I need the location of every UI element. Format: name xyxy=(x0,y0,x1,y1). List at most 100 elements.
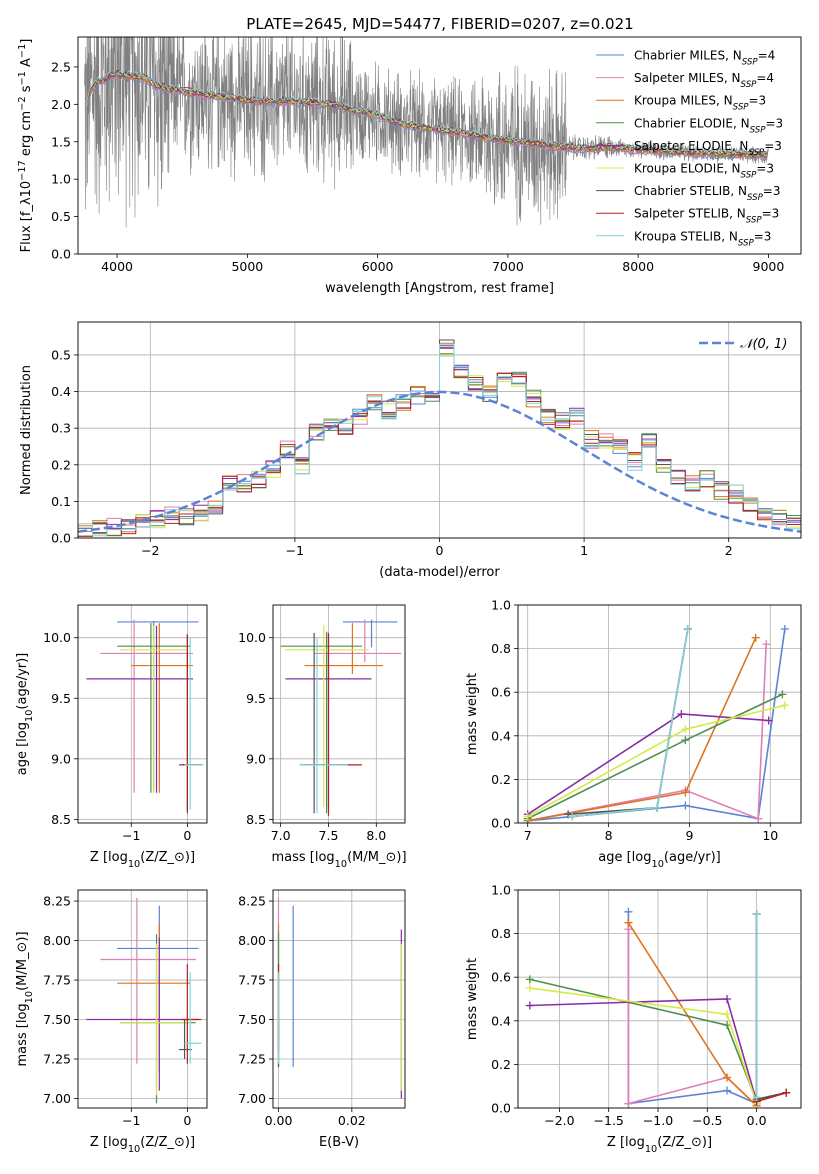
weight_vs_Z-point-marker xyxy=(723,995,732,1003)
age_vs_mass-ytick-label: 9.5 xyxy=(246,691,266,706)
weight_vs_Z-xlabel: Z [log10(Z/Z_⊙)] xyxy=(607,1135,712,1155)
weight_vs_Z-point-marker xyxy=(525,984,534,993)
spectrum-xtick-label: 7000 xyxy=(492,259,524,274)
weight_vs_age-ylabel: mass weight xyxy=(465,673,480,755)
spectrum-legend-label: Chabrier STELIB, NSSP=3 xyxy=(634,184,781,203)
mass_vs_ebv-plot-area xyxy=(277,897,402,1099)
weight_vs_age-point-marker xyxy=(681,801,690,810)
weight_vs_age-point-marker xyxy=(681,725,690,734)
residuals-xtick-label: −2 xyxy=(141,543,159,558)
age_vs_Z-xlabel: Z [log10(Z/Z_⊙)] xyxy=(90,850,195,870)
weight_vs_age-point-marker xyxy=(780,701,789,710)
mass_vs_ebv-ytick-label: 7.00 xyxy=(238,1091,266,1106)
spectrum-legend-label: Chabrier ELODIE, NSSP=3 xyxy=(634,116,783,135)
age_vs_Z-frame xyxy=(77,604,208,824)
residuals-ytick-label: 0.5 xyxy=(51,347,71,362)
weight_vs_age-point-marker xyxy=(523,812,532,821)
age_vs_mass-axes: 7.0 7.5 8.0 8.5 9.0 9.5 10.0 xyxy=(238,605,405,843)
spectrum-legend-label: Salpeter STELIB, NSSP=3 xyxy=(634,207,779,226)
spectrum-legend-label: Salpeter MILES, NSSP=4 xyxy=(634,71,774,90)
residuals-ytick-label: 0.1 xyxy=(51,494,71,509)
residuals-xlabel: (data-model)/error xyxy=(379,565,500,580)
weight_vs_age-axes: 7 8 9 10 0.0 0.2 0.4 0.6 0.8 1.0 xyxy=(491,598,801,843)
spectrum-axes: 4000 5000 6000 7000 8000 9000 0.0 0.5 1.0 1.5 2.0 2… xyxy=(51,59,784,274)
weight_vs_age-point-marker xyxy=(677,710,686,718)
spectrum-legend-label: Kroupa ELODIE, NSSP=3 xyxy=(634,162,774,181)
weight_vs_age-point-marker xyxy=(653,803,662,812)
weight_vs_Z-plot-area xyxy=(525,907,791,1108)
residuals-ylabel: Normed distribution xyxy=(19,365,34,495)
mass_vs_ebv-ytick-label: 7.50 xyxy=(238,1012,266,1027)
weight_vs_Z-ytick-label: 0.2 xyxy=(491,1057,511,1072)
age_vs_mass-xtick-label: 7.0 xyxy=(271,828,291,843)
weight_vs_Z-point-marker xyxy=(723,1086,732,1095)
weight_vs_Z-xtick-label: 0.0 xyxy=(747,1113,767,1128)
weight_vs_age-ytick-label: 0.8 xyxy=(491,641,511,656)
weight_vs_age-point-marker xyxy=(568,812,577,821)
residuals-ytick-label: 0.2 xyxy=(51,457,71,472)
mass_vs_Z-frame xyxy=(77,889,208,1109)
age_vs_mass-ytick-label: 10.0 xyxy=(238,630,266,645)
weight_vs_age-point-marker xyxy=(778,690,787,699)
mass_vs_ebv-xtick-label: 0.02 xyxy=(338,1113,366,1128)
weight_vs_age-xtick-label: 8 xyxy=(605,828,613,843)
weight_vs_age-xtick-label: 7 xyxy=(524,828,532,843)
age_vs_mass-ytick-label: 9.0 xyxy=(246,751,266,766)
weight_vs_Z-point-marker xyxy=(624,1099,633,1108)
residuals-ytick-label: 0.3 xyxy=(51,421,71,436)
residual-histogram xyxy=(78,343,801,537)
mass_vs_ebv-xtick-label: 0.00 xyxy=(265,1113,293,1128)
mass_vs_ebv-ytick-label: 8.25 xyxy=(238,894,266,909)
weight_vs_Z-point-marker xyxy=(752,1093,761,1102)
weight_vs_age-point-marker xyxy=(762,640,771,649)
weight_vs_Z-series-line xyxy=(627,911,757,1105)
weight_vs_Z-series-line xyxy=(755,914,787,1103)
weight_vs_age-ytick-label: 0.2 xyxy=(491,772,511,787)
age_vs_Z-ytick-label: 10.0 xyxy=(43,630,71,645)
weight_vs_age-xlabel: age [log10(age/yr)] xyxy=(598,850,721,870)
residuals-xtick-label: 2 xyxy=(725,543,733,558)
weight_vs_Z-frame xyxy=(517,889,802,1109)
spectrum-ytick-label: 2.0 xyxy=(51,97,71,112)
weight_vs_age-point-marker xyxy=(754,814,763,823)
spectrum-model-line xyxy=(85,74,768,161)
weight_vs_age-series-line xyxy=(527,637,757,822)
weight_vs_age-frame xyxy=(517,604,802,824)
mass_vs_Z-axes: −1 0 7.00 7.25 7.50 7.75 8.00 8.25 xyxy=(43,890,207,1128)
age_vs_mass-xtick-label: 8.0 xyxy=(366,828,386,843)
age_vs_Z-xtick-label: −1 xyxy=(122,828,140,843)
weight_vs_Z-point-marker xyxy=(624,907,633,916)
spectrum-xtick-label: 5000 xyxy=(231,259,263,274)
age_vs_Z-ytick-label: 8.5 xyxy=(51,812,71,827)
weight_vs_Z-point-marker xyxy=(525,975,534,984)
spectrum-xtick-label: 9000 xyxy=(753,259,785,274)
spectrum-legend-label: Salpeter ELODIE, NSSP=3 xyxy=(634,139,782,158)
weight_vs_age-point-marker xyxy=(681,788,690,797)
weight_vs_age-ytick-label: 1.0 xyxy=(491,598,511,613)
age_vs_Z-ylabel: age [log10(age/yr)] xyxy=(15,653,35,776)
spectrum-model-line xyxy=(85,69,768,156)
age_vs_mass-frame xyxy=(272,604,406,824)
weight_vs_Z-point-marker xyxy=(723,1073,732,1082)
weight_vs_Z-series-line xyxy=(755,914,787,1101)
residuals-ytick-label: 0.0 xyxy=(51,531,71,546)
spectrum-ytick-label: 1.5 xyxy=(51,134,71,149)
weight_vs_Z-series-line xyxy=(529,978,758,1102)
weight_vs_Z-ytick-label: 0.8 xyxy=(491,926,511,941)
residuals-ytick-label: 0.4 xyxy=(51,384,71,399)
weight_vs_Z-point-marker xyxy=(624,918,633,927)
mass_vs_Z-ytick-label: 7.50 xyxy=(43,1012,71,1027)
weight_vs_age-series-line xyxy=(527,644,767,822)
weight_vs_Z-ytick-label: 0.4 xyxy=(491,1013,511,1028)
normal-legend-label: 𝒩(0, 1) xyxy=(740,337,787,352)
mass_vs_Z-ytick-label: 8.25 xyxy=(43,894,71,909)
weight_vs_Z-point-marker xyxy=(525,1001,534,1010)
age_vs_Z-ytick-label: 9.5 xyxy=(51,691,71,706)
weight_vs_Z-ytick-label: 0.6 xyxy=(491,970,511,985)
spectrum-frame xyxy=(77,36,802,255)
spectrum-ylabel: Flux [f_λ10−17 erg cm−2 s−1 A−1] xyxy=(17,39,35,253)
weight_vs_Z-point-marker xyxy=(723,1021,732,1030)
mass_vs_Z-ytick-label: 7.00 xyxy=(43,1091,71,1106)
